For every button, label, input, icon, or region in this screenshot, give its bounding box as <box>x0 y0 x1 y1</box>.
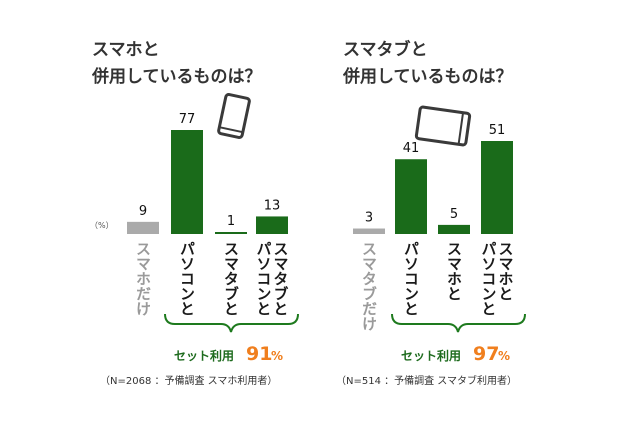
bar <box>395 159 427 234</box>
data-label: 51 <box>489 123 506 138</box>
category-label: パソコンと <box>178 241 196 316</box>
data-label: 5 <box>450 207 458 222</box>
footnote: （N=514 ：予備調査 スマタブ利用者） <box>336 374 517 387</box>
data-label: 77 <box>179 112 196 127</box>
category-label: スマホと <box>497 241 515 301</box>
tablet-icon <box>414 105 472 147</box>
data-label: 9 <box>139 204 147 219</box>
bar <box>481 141 513 234</box>
category-label: スマタブだけ <box>360 241 378 331</box>
chart-title-line-1: スマホと <box>92 40 160 60</box>
category-label: パソコンと <box>402 241 420 316</box>
bar <box>171 130 203 234</box>
footnote: （N=2068 ：予備調査 スマホ利用者） <box>100 374 277 387</box>
bar <box>353 228 385 234</box>
chart-title-line-2: 併用しているものは？ <box>91 66 262 87</box>
category-label: スマホと <box>445 241 463 301</box>
category-label: パソコンと <box>480 241 498 316</box>
bar <box>438 224 470 234</box>
chart-title-line-2: 併用しているものは？ <box>342 66 513 87</box>
set-usage-bracket <box>391 313 526 333</box>
data-label: 3 <box>365 211 373 226</box>
set-usage-value: 97 <box>473 343 499 365</box>
smartphone-icon <box>217 93 251 139</box>
category-label: スマホだけ <box>134 241 152 316</box>
chart-panel-tablet: スマタブと 併用しているものは？ 3 スマタブだけ 41 パソコンと 5 スマホと 51 スマ… <box>336 39 526 387</box>
data-label: 1 <box>227 214 235 229</box>
bar <box>215 232 247 234</box>
bar <box>127 221 159 234</box>
set-usage-unit: % <box>498 349 510 363</box>
set-usage-unit: % <box>271 349 283 363</box>
set-usage-label: セット利用 <box>401 348 461 363</box>
set-usage-label: セット利用 <box>174 348 234 363</box>
chart-title-line-1: スマタブと <box>343 39 428 60</box>
set-usage-value: 91 <box>246 343 272 365</box>
chart-panel-smartphone: スマホと 併用しているものは？ （%） 9 スマホだけ 77 パソコンと 1 スマタブと 1… <box>90 40 299 387</box>
category-label: パソコンと <box>255 241 273 316</box>
category-label: スマタブと <box>272 241 290 316</box>
bar <box>256 216 288 234</box>
category-label: スマタブと <box>222 241 240 316</box>
set-usage-bracket <box>164 313 299 333</box>
unit-label: （%） <box>90 221 114 230</box>
data-label: 13 <box>264 198 281 213</box>
data-label: 41 <box>403 141 420 156</box>
